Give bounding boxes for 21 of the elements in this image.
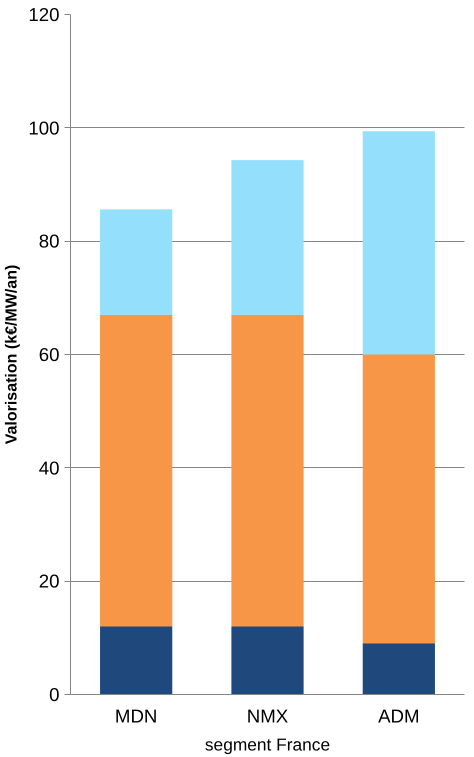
x-tick-label: NMX bbox=[246, 706, 289, 726]
y-tick-label: 20 bbox=[38, 570, 60, 592]
y-axis-title: Valorisation (k€/MW/an) bbox=[3, 264, 20, 444]
bar bbox=[231, 160, 304, 315]
bar bbox=[362, 131, 435, 354]
bar bbox=[100, 626, 172, 694]
bar bbox=[100, 314, 172, 626]
bar bbox=[231, 314, 304, 626]
y-tick-label: 0 bbox=[49, 684, 60, 705]
bar bbox=[231, 626, 304, 694]
y-tick-label: 60 bbox=[38, 344, 60, 365]
x-tick-label: ADM bbox=[378, 706, 420, 726]
bar bbox=[100, 209, 172, 315]
x-tick-label: MDN bbox=[114, 706, 158, 726]
bar bbox=[362, 644, 435, 694]
y-tick-label: 100 bbox=[28, 117, 60, 138]
y-tick-label: 120 bbox=[28, 4, 60, 25]
y-tick-label: 80 bbox=[38, 230, 60, 252]
y-tick-label: 40 bbox=[38, 457, 60, 478]
x-axis-title: segment France bbox=[204, 734, 330, 754]
bar bbox=[362, 354, 435, 644]
